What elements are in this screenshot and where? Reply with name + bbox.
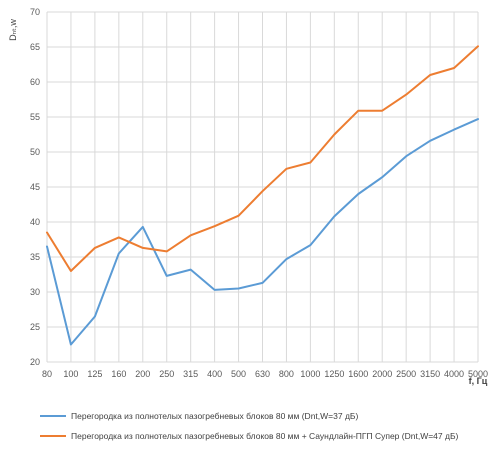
x-tick-label: 315 <box>183 369 198 379</box>
x-tick-labels: 80 100 125 160 200 250 315 400 500 630 800 1000 1250… <box>42 369 488 379</box>
series-line-1 <box>46 118 479 346</box>
y-tick-label: 65 <box>30 42 40 52</box>
x-tick-label: 200 <box>135 369 150 379</box>
x-tick-label: 500 <box>231 369 246 379</box>
x-tick-label: 160 <box>111 369 126 379</box>
legend-label-series-1: Перегородка из полнотелых пазогребневых … <box>71 411 359 421</box>
y-tick-label: 30 <box>30 287 40 297</box>
y-tick-label: 25 <box>30 322 40 332</box>
x-tick-label: 630 <box>255 369 270 379</box>
y-tick-label: 45 <box>30 182 40 192</box>
y-tick-label: 50 <box>30 147 40 157</box>
x-tick-label: 80 <box>42 369 52 379</box>
y-axis-label: Dₙₜ,w <box>8 19 18 41</box>
x-tick-label: 250 <box>159 369 174 379</box>
legend-label-series-2: Перегородка из полнотелых пазогребневых … <box>71 431 459 441</box>
x-tick-label: 4000 <box>444 369 464 379</box>
x-tick-label: 1000 <box>300 369 320 379</box>
series-lines <box>46 45 479 346</box>
y-tick-label: 55 <box>30 112 40 122</box>
legend-swatch-series-2 <box>40 435 66 437</box>
x-tick-label: 2000 <box>372 369 392 379</box>
x-axis-label: f, Гц <box>469 376 488 386</box>
x-tick-label: 100 <box>63 369 78 379</box>
y-tick-labels: 20 25 30 35 40 45 50 55 60 65 70 <box>30 7 40 367</box>
x-tick-label: 400 <box>207 369 222 379</box>
x-tick-label: 800 <box>279 369 294 379</box>
legend-item-series-1: Перегородка из полнотелых пазогребневых … <box>40 411 358 421</box>
x-tick-label: 1250 <box>324 369 344 379</box>
y-tick-label: 40 <box>30 217 40 227</box>
x-tick-label: 2500 <box>396 369 416 379</box>
legend-swatch-series-1 <box>40 415 66 417</box>
x-tick-label: 125 <box>87 369 102 379</box>
y-tick-label: 70 <box>30 7 40 17</box>
x-tick-label: 3150 <box>420 369 440 379</box>
grid-lines <box>46 11 479 363</box>
y-tick-label: 35 <box>30 252 40 262</box>
series-line-2 <box>46 45 479 272</box>
legend-item-series-2: Перегородка из полнотелых пазогребневых … <box>40 431 458 441</box>
y-tick-label: 20 <box>30 357 40 367</box>
x-tick-label: 5000 <box>468 369 488 379</box>
y-tick-label: 60 <box>30 77 40 87</box>
x-tick-label: 1600 <box>348 369 368 379</box>
